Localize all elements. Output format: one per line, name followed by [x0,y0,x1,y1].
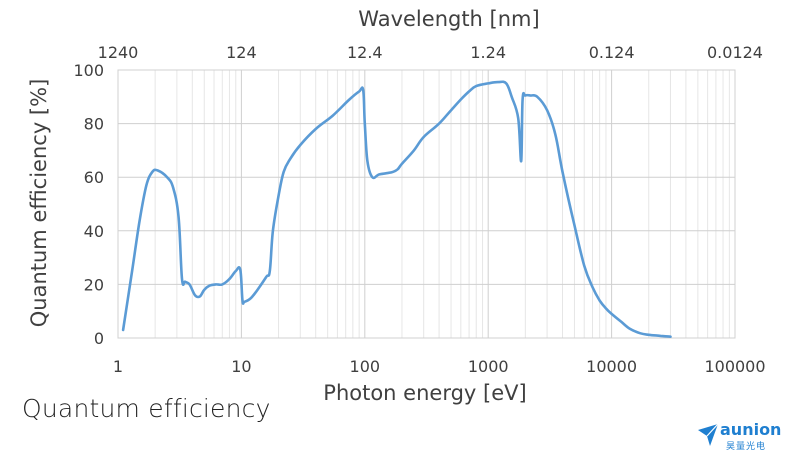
y-tick-label: 20 [84,275,104,294]
y-tick-label: 100 [73,61,104,80]
x-axis-label: Photon energy [eV] [323,381,526,405]
y-tick-label: 0 [94,329,104,348]
x2-tick-label: 0.0124 [707,43,763,62]
figure-caption: Quantum efficiency [22,394,271,423]
plot-frame [117,69,736,339]
y-axis-label: Quantum efficiency [%] [27,79,51,328]
y-tick-label: 80 [84,115,104,134]
x-tick-label: 10000 [586,357,637,376]
qe-series-line [121,80,672,338]
x-tick-label: 100 [350,357,381,376]
x2-tick-label: 12.4 [347,43,383,62]
y-tick-label: 60 [84,168,104,187]
x2-tick-label: 0.124 [589,43,635,62]
x2-tick-label: 1.24 [470,43,506,62]
x2-tick-labels: 1240 124 12.4 1.24 0.124 0.0124 [98,43,763,62]
x2-axis-label: Wavelength [nm] [358,7,539,31]
x2-tick-label: 1240 [98,43,139,62]
x-tick-label: 1 [113,357,123,376]
paper-plane-icon [698,423,719,446]
logo-word: aunion [720,420,782,439]
x-tick-label: 1000 [468,357,509,376]
x-tick-label: 10 [231,357,251,376]
x-tick-label: 100000 [704,357,765,376]
brand-logo: aunion 昊量光电 [696,420,796,454]
x-tick-labels: 1 10 100 1000 10000 100000 [113,357,766,376]
chart-grid [117,69,735,339]
x2-tick-label: 124 [226,43,257,62]
y-tick-labels: 0 20 40 60 80 100 [73,61,104,348]
logo-subtitle: 昊量光电 [726,442,767,452]
y-tick-label: 40 [84,222,104,241]
